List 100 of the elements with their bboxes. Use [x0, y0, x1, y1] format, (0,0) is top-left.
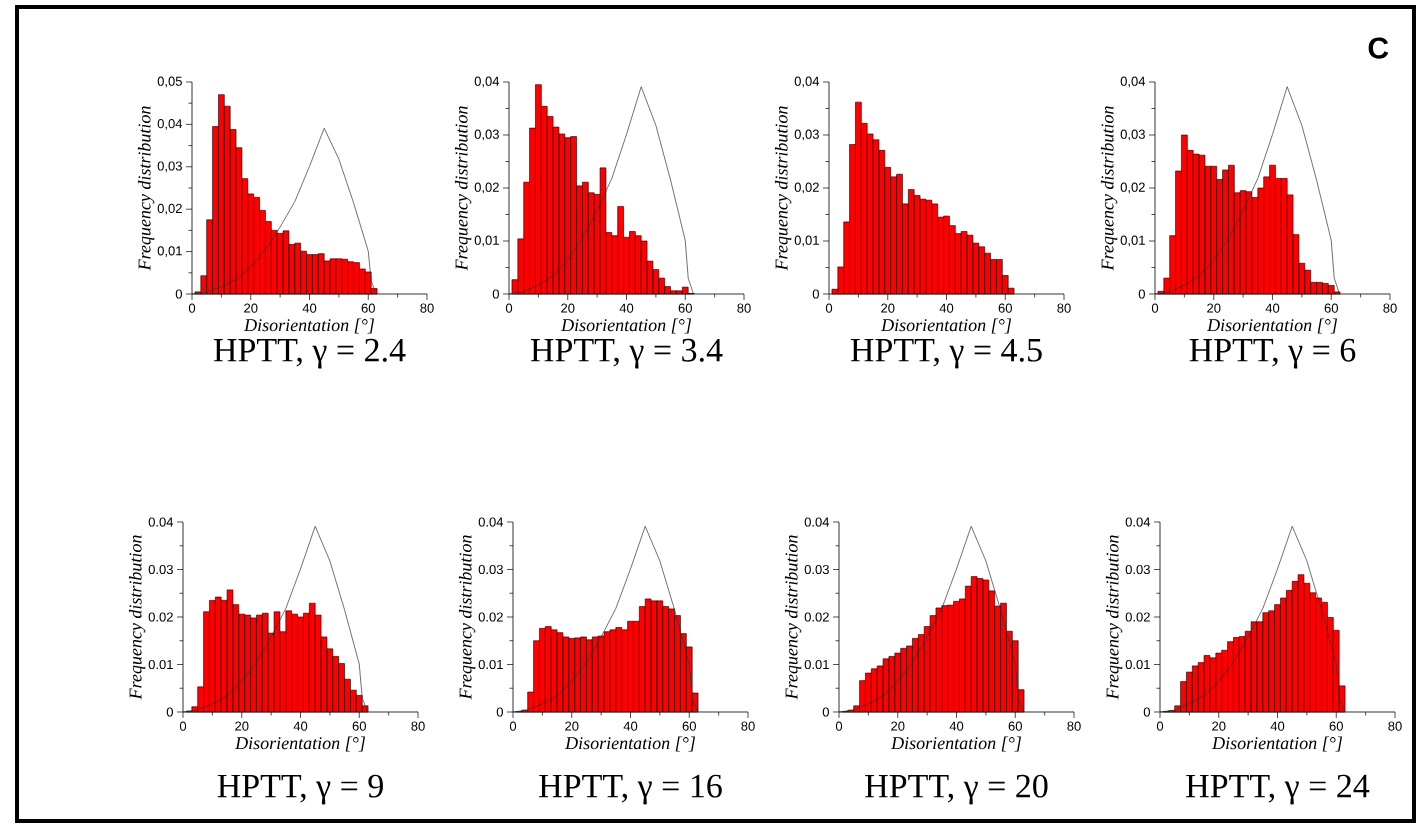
text: HPTT, γ = 16 [539, 774, 722, 805]
x-tick-label: 0 [505, 303, 513, 313]
y-axis-title: Frequency distribution [458, 535, 476, 700]
text: HPTT, γ = 3.4 [530, 338, 723, 369]
y-tick-label: 0,02 [157, 203, 182, 215]
y-tick-label: 0,01 [474, 235, 499, 247]
y-axis-title: Frequency distribution [1100, 106, 1118, 271]
x-tick-label: 20 [244, 303, 258, 313]
x-tick-label: 60 [1008, 721, 1022, 731]
x-tick-label: 60 [1329, 721, 1343, 731]
x-axis-title: Disorientation [°] [880, 318, 1012, 334]
y-tick-label: 0.04 [1125, 517, 1151, 527]
x-tick-label: 80 [1383, 303, 1397, 313]
y-tick-label: 0.02 [478, 612, 503, 622]
y-tick-label: 0 [492, 289, 499, 299]
x-tick-label: 40 [1270, 721, 1285, 731]
y-axis-title: Frequency distribution [128, 535, 146, 700]
y-tick-label: 0 [1138, 289, 1145, 299]
x-tick-label: 0 [509, 721, 517, 731]
y-tick-label: 0.03 [804, 564, 829, 575]
y-tick-label: 0,04 [157, 119, 183, 130]
x-tick-label: 60 [998, 303, 1012, 313]
y-tick-label: 0,01 [794, 235, 819, 247]
x-tick-label: 80 [737, 303, 751, 313]
x-tick-label: 80 [411, 721, 425, 731]
x-tick-label: 40 [939, 303, 954, 313]
y-tick-label: 0.03 [1125, 564, 1150, 575]
text: C [1368, 37, 1389, 59]
y-tick-label: 0.02 [804, 612, 829, 622]
x-tick-label: 40 [1265, 303, 1280, 313]
x-axis-title: Disorientation [°] [890, 736, 1022, 752]
y-tick-label: 0.04 [148, 517, 174, 527]
x-tick-label: 60 [678, 303, 692, 313]
y-tick-label: 0,05 [157, 76, 182, 88]
x-tick-label: 60 [682, 721, 696, 731]
y-axis-title: Frequency distribution [454, 106, 472, 271]
x-axis-title: Disorientation [°] [564, 736, 696, 752]
x-tick-label: 60 [352, 721, 366, 731]
y-tick-label: 0,02 [1120, 182, 1145, 194]
text: HPTT, γ = 9 [217, 774, 383, 805]
x-tick-label: 20 [891, 721, 905, 731]
x-tick-label: 80 [741, 721, 755, 731]
x-axis-title: Disorientation [°] [1211, 736, 1343, 752]
y-axis-title: Frequency distribution [774, 106, 792, 271]
x-tick-label: 20 [561, 303, 575, 313]
x-tick-label: 60 [1324, 303, 1338, 313]
y-tick-label: 0 [822, 707, 829, 717]
y-axis-title: Frequency distribution [137, 106, 155, 271]
y-tick-label: 0 [166, 707, 173, 717]
y-tick-label: 0,03 [474, 129, 499, 141]
y-tick-label: 0,02 [474, 182, 499, 194]
x-axis-title: Disorientation [°] [234, 736, 366, 752]
y-tick-label: 0,01 [157, 246, 182, 257]
text: HPTT, γ = 20 [865, 774, 1048, 805]
x-tick-label: 20 [235, 721, 249, 731]
x-tick-label: 80 [1388, 721, 1402, 731]
y-tick-label: 0.04 [804, 517, 830, 527]
y-tick-label: 0.02 [1125, 612, 1150, 622]
y-tick-label: 0.04 [478, 517, 504, 527]
y-tick-label: 0 [496, 707, 503, 717]
y-axis-title: Frequency distribution [1105, 535, 1123, 700]
y-tick-label: 0.03 [148, 564, 173, 575]
y-tick-label: 0.02 [148, 612, 173, 622]
x-tick-label: 60 [361, 303, 375, 313]
x-tick-label: 40 [949, 721, 964, 731]
x-tick-label: 20 [1212, 721, 1226, 731]
y-tick-label: 0.01 [148, 659, 173, 670]
x-tick-label: 80 [1067, 721, 1081, 731]
y-tick-label: 0,04 [474, 76, 500, 88]
x-tick-label: 40 [293, 721, 308, 731]
y-tick-label: 0,03 [794, 129, 819, 141]
x-axis-title: Disorientation [°] [1206, 318, 1338, 334]
x-tick-label: 0 [1156, 721, 1164, 731]
y-tick-label: 0,02 [794, 182, 819, 194]
y-tick-label: 0,03 [1120, 129, 1145, 141]
y-tick-label: 0.01 [1125, 659, 1150, 670]
x-axis-title: Disorientation [°] [243, 318, 375, 334]
x-tick-label: 20 [881, 303, 895, 313]
y-axis-title: Frequency distribution [784, 535, 802, 700]
text: HPTT, γ = 2.4 [213, 338, 406, 369]
y-tick-label: 0.01 [478, 659, 503, 670]
x-tick-label: 80 [1057, 303, 1071, 313]
y-tick-label: 0.03 [478, 564, 503, 575]
y-tick-label: 0.01 [804, 659, 829, 670]
y-tick-label: 0,04 [1120, 76, 1146, 88]
x-tick-label: 40 [302, 303, 317, 313]
y-tick-label: 0 [1143, 707, 1150, 717]
text: HPTT, γ = 4.5 [850, 338, 1042, 369]
x-tick-label: 0 [835, 721, 843, 731]
x-tick-label: 40 [623, 721, 638, 731]
text: HPTT, γ = 6 [1189, 338, 1356, 369]
y-tick-label: 0,04 [794, 76, 820, 88]
y-tick-label: 0,01 [1120, 235, 1145, 247]
y-tick-label: 0 [175, 289, 182, 299]
y-tick-label: 0 [812, 289, 819, 299]
x-axis-title: Disorientation [°] [560, 318, 692, 334]
x-tick-label: 40 [619, 303, 634, 313]
x-tick-label: 80 [420, 303, 434, 313]
y-tick-label: 0,03 [157, 161, 182, 173]
x-tick-label: 20 [565, 721, 579, 731]
